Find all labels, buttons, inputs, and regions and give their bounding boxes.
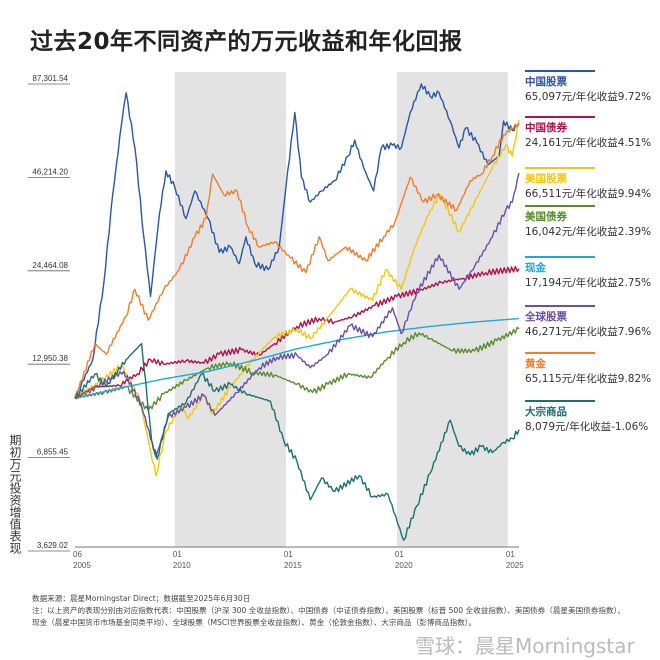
x-tick-month: 01 [506, 550, 515, 559]
y-tick-label: 87,301.54 [32, 74, 68, 83]
legend-item: 全球股票 46,271元/年化收益7.96% [525, 305, 651, 340]
legend-series-name: 大宗商品 [525, 406, 567, 418]
y-tick-label: 46,214.20 [32, 167, 68, 176]
x-tick-month: 01 [284, 550, 293, 559]
line-chart: 87,301.54 46,214.20 24,464.08 12,950.38 6,85… [28, 72, 524, 570]
legend-item: 美国债券 16,042元/年化收益2.39% [525, 205, 651, 240]
y-axis-label: 期初万元投资增值表现 [8, 434, 22, 554]
legend-swatch [525, 352, 595, 354]
legend-item: 中国股票 65,097元/年化收益9.72% [525, 70, 651, 105]
legend-series-value: 8,079元/年化收益-1.06% [525, 421, 649, 433]
legend-series-value: 65,097元/年化收益9.72% [525, 91, 652, 103]
legend-swatch [525, 116, 595, 118]
source-note: 数据来源：晨星Morningstar Direct；数据截至2025年6月30日 [32, 594, 251, 603]
legend-series-name: 现金 [525, 262, 546, 274]
legend-swatch [525, 205, 595, 207]
x-tick-month: 01 [395, 550, 404, 559]
legend-swatch [525, 305, 595, 307]
x-tick-year: 2025 [506, 561, 524, 570]
x-tick-year: 2015 [284, 561, 302, 570]
x-tick-month: 01 [173, 550, 182, 559]
chart-title: 过去20年不同资产的万元收益和年化回报 [30, 29, 463, 55]
series-line-1 [74, 265, 520, 399]
legend-series-value: 17,194元/年化收益2.75% [525, 277, 652, 289]
series-line-7 [74, 342, 520, 541]
legend-series-value: 24,161元/年化收益4.51% [525, 137, 652, 149]
legend-series-name: 美国股票 [525, 173, 567, 185]
legend-item: 大宗商品 8,079元/年化收益-1.06% [525, 400, 648, 435]
legend-series-name: 中国债券 [525, 122, 567, 134]
footnote: 数据来源：晨星Morningstar Direct；数据截至2025年6月30日… [32, 593, 632, 629]
legend-swatch [525, 167, 595, 169]
y-tick-label: 24,464.08 [32, 261, 68, 270]
x-tick-year: 2020 [395, 561, 413, 570]
legend-series-value: 65,115元/年化收益9.82% [525, 373, 652, 385]
legend-swatch [525, 256, 595, 258]
legend-series-value: 66,511元/年化收益9.94% [525, 188, 652, 200]
legend-series-name: 黄金 [525, 358, 546, 370]
watermark: 雪球：晨星Morningstar [415, 634, 635, 658]
x-tick-year: 2010 [173, 561, 191, 570]
series-line-6 [74, 122, 520, 399]
series-line-0 [74, 83, 520, 399]
legend-series-value: 46,271元/年化收益7.96% [525, 326, 652, 338]
legend-series-name: 美国债券 [525, 211, 567, 223]
series-line-2 [74, 119, 520, 477]
legend-swatch [525, 70, 595, 72]
shaded-period-1 [396, 72, 508, 547]
legend-series-value: 16,042元/年化收益2.39% [525, 226, 652, 238]
x-tick-year: 2005 [73, 561, 91, 570]
legend-item: 黄金 65,115元/年化收益9.82% [525, 352, 651, 387]
legend-series-name: 中国股票 [525, 76, 567, 88]
legend-item: 美国股票 66,511元/年化收益9.94% [525, 167, 651, 202]
shaded-period-0 [174, 72, 286, 547]
legend-item: 现金 17,194元/年化收益2.75% [525, 256, 651, 291]
series-line-5 [74, 173, 520, 458]
series-line-4 [74, 317, 520, 399]
legend-series-name: 全球股票 [525, 311, 567, 323]
x-tick-month: 06 [73, 550, 82, 559]
legend-swatch [525, 400, 595, 402]
y-tick-label: 12,950.38 [32, 354, 68, 363]
legend-item: 中国债券 24,161元/年化收益4.51% [525, 116, 651, 151]
index-note: 注：以上资产的表现分别由对应指数代表：中国股票（沪深 300 全收益指数）、中国… [32, 606, 625, 627]
y-tick-label: 6,855.45 [37, 448, 69, 457]
y-tick-label: 3,629.02 [37, 541, 69, 550]
